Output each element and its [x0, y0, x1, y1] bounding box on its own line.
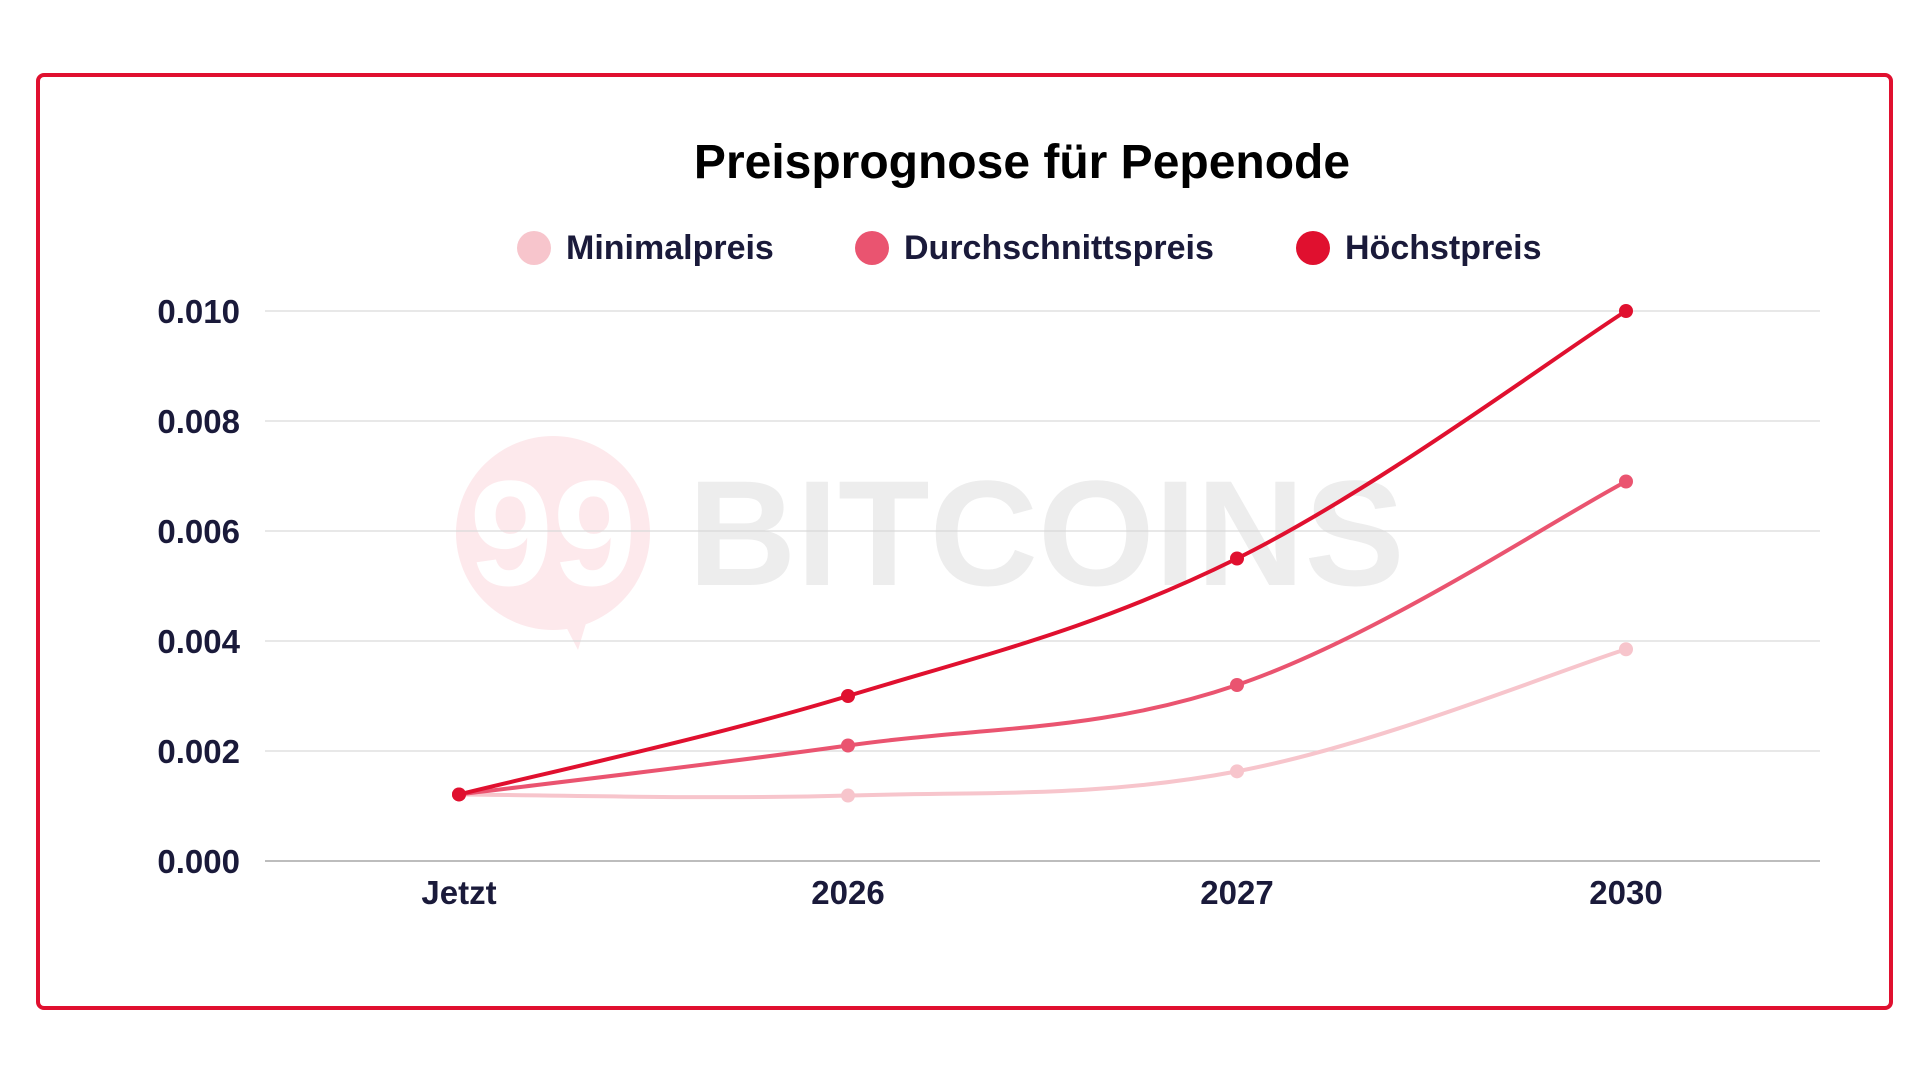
series-line	[457, 647, 1628, 800]
y-axis-ticks: 0.000 0.002 0.004 0.006 0.008 0.010	[157, 293, 240, 880]
y-tick-label: 0.006	[157, 513, 240, 550]
legend-marker-icon	[517, 231, 551, 265]
data-point	[1619, 474, 1633, 489]
x-tick-label: Jetzt	[421, 874, 496, 911]
legend-marker-icon	[1296, 231, 1330, 265]
data-point	[1230, 764, 1244, 779]
legend-label: Durchschnittspreis	[904, 229, 1214, 267]
watermark-circle	[456, 436, 650, 630]
legend: Minimalpreis Durchschnittspreis Höchstprei…	[517, 229, 1542, 267]
watermark-number: 99	[470, 449, 637, 617]
data-point	[841, 738, 855, 753]
series-höchstpreis	[452, 304, 1633, 802]
legend-marker-icon	[855, 231, 889, 265]
data-point	[841, 689, 855, 703]
y-tick-label: 0.004	[157, 623, 240, 660]
data-point	[452, 787, 466, 802]
data-point	[841, 788, 855, 803]
watermark-logo: 99 BITCOINS	[456, 436, 1405, 650]
legend-label: Höchstpreis	[1345, 229, 1542, 267]
legend-item: Minimalpreis	[517, 229, 774, 267]
watermark-brand: BITCOINS	[688, 449, 1405, 617]
chart-title: Preisprognose für Pepenode	[694, 136, 1350, 189]
legend-item: Durchschnittspreis	[855, 229, 1214, 267]
x-tick-label: 2026	[811, 874, 884, 911]
watermark-tail	[560, 610, 590, 650]
y-tick-label: 0.010	[157, 293, 240, 330]
series-group	[452, 304, 1633, 803]
y-tick-label: 0.000	[157, 843, 240, 880]
series-line	[457, 309, 1628, 797]
data-point	[1619, 304, 1633, 318]
y-tick-label: 0.002	[157, 733, 240, 770]
legend-item: Höchstpreis	[1296, 229, 1542, 267]
x-tick-label: 2030	[1589, 874, 1662, 911]
chart-frame	[36, 73, 1893, 1010]
x-tick-label: 2027	[1200, 874, 1273, 911]
data-point	[1230, 551, 1244, 566]
y-tick-label: 0.008	[157, 403, 240, 440]
x-axis-ticks: Jetzt 2026 2027 2030	[421, 874, 1662, 911]
legend-label: Minimalpreis	[566, 229, 774, 267]
series-minimalpreis	[452, 642, 1633, 803]
data-point	[1230, 678, 1244, 692]
data-point	[1619, 642, 1633, 657]
grid-lines	[265, 310, 1820, 862]
series-line	[457, 479, 1628, 797]
